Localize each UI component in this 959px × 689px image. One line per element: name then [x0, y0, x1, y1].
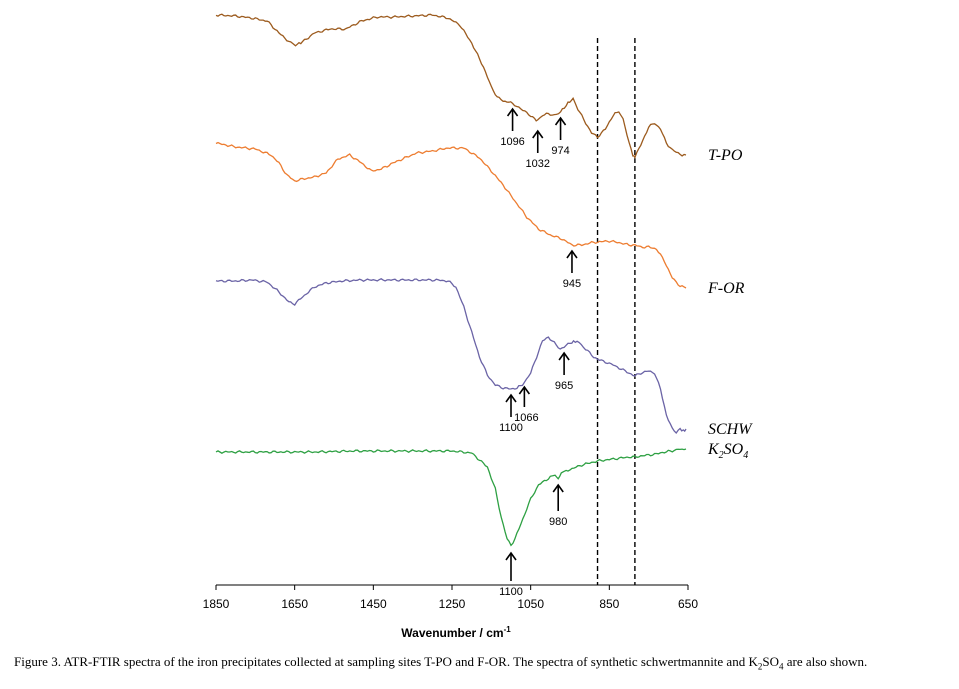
series-label-main: K: [707, 441, 720, 458]
series-label-main: T-PO: [708, 147, 743, 164]
x-tick-label-1250: 1250: [439, 597, 466, 611]
peak-label: 1066: [514, 412, 538, 424]
peak-k2so4-1100: 1100: [499, 551, 523, 598]
peak-arrow-head: [505, 551, 517, 561]
x-tick-label-1450: 1450: [360, 597, 387, 611]
caption-text-before: Figure 3. ATR-FTIR spectra of the iron p…: [14, 654, 758, 669]
x-tick-label-1850: 1850: [203, 597, 230, 611]
spectra-series: [215, 13, 687, 547]
x-axis: 1850 1650 1450 1250 1050 850 650: [203, 584, 698, 611]
series-label-main: SCHW: [708, 421, 753, 438]
series-label-f-or: F-OR: [707, 280, 745, 297]
caption-sub1: 2: [757, 661, 763, 672]
series-line-t-po: [215, 13, 687, 160]
peak-schw-965: 965: [555, 351, 573, 392]
x-axis-title: Wavenumber / cm-1: [401, 625, 511, 640]
peak-label: 1100: [499, 586, 523, 598]
caption-text-after: are also shown.: [783, 654, 868, 669]
x-axis-title-sup: -1: [504, 625, 512, 634]
figure-caption: Figure 3. ATR-FTIR spectra of the iron p…: [14, 654, 949, 675]
x-axis-title-main: Wavenumber / cm: [401, 626, 503, 640]
series-label-sub: 2: [719, 450, 724, 461]
series-label-t-po: T-PO: [708, 147, 743, 164]
peak-arrow-head: [518, 385, 531, 395]
peak-label: 980: [549, 516, 567, 528]
peak-label: 1032: [526, 158, 550, 170]
series-label-k2so4: K2SO4: [707, 441, 748, 461]
series-label-schw: SCHW: [708, 421, 753, 438]
peak-arrow-head: [532, 129, 544, 139]
x-tick-label-1050: 1050: [517, 597, 544, 611]
peak-label: 974: [551, 145, 569, 157]
peak-label: 1096: [500, 136, 524, 148]
reference-lines: [596, 38, 636, 585]
peak-arrow-head: [566, 249, 578, 259]
series-line-k2so4: [215, 448, 687, 547]
peak-t-po-1096: 1096: [500, 107, 525, 148]
x-tick-label-850: 850: [599, 597, 619, 611]
series-label-tail: SO: [724, 441, 744, 458]
peak-schw-1100: 1100: [499, 393, 523, 434]
series-line-schw: [215, 278, 687, 435]
peak-arrow-head: [558, 351, 570, 361]
x-tick-label-1650: 1650: [281, 597, 308, 611]
peak-arrow-head: [552, 483, 564, 493]
peak-label: 965: [555, 380, 573, 392]
x-tick-label-650: 650: [678, 597, 698, 611]
peak-schw-1066: 1066: [514, 385, 539, 424]
peak-arrow-head: [505, 393, 517, 403]
caption-sub2: 4: [778, 661, 784, 672]
peak-arrow-head: [554, 116, 567, 126]
peak-f-or-945: 945: [563, 249, 581, 290]
peak-t-po-1032: 1032: [526, 129, 550, 170]
series-label-main: F-OR: [707, 280, 745, 297]
caption-text-middle: SO: [762, 654, 779, 669]
series-labels: T-PO F-OR SCHW K2SO4: [707, 147, 753, 461]
peak-k2so4-980: 980: [549, 483, 567, 528]
series-line-f-or: [215, 141, 687, 289]
series-label-sub2: 4: [743, 450, 748, 461]
peak-label: 945: [563, 278, 581, 290]
peak-arrow-head: [506, 107, 519, 117]
peak-t-po-974: 974: [551, 116, 570, 157]
peak-label: 1100: [499, 422, 523, 434]
